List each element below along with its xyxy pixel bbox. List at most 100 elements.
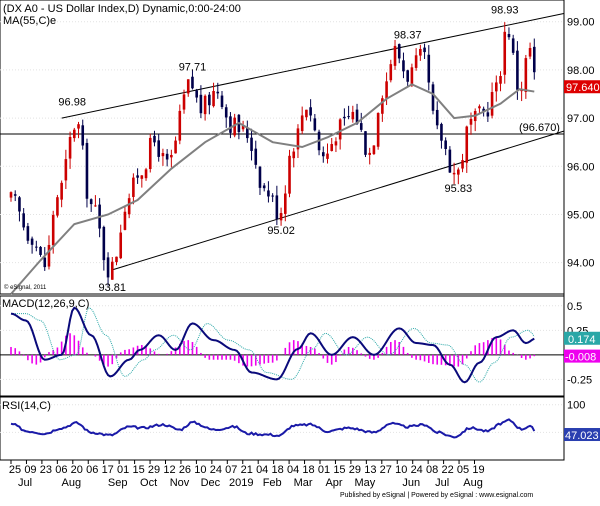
rsi-tick-label: 100: [567, 400, 585, 412]
rsi-gridlines: [0, 404, 564, 433]
price-bar-body: [461, 160, 464, 169]
price-bar-body: [296, 128, 300, 150]
macd-line: [10, 306, 535, 384]
price-bar-body: [89, 199, 93, 205]
macd-signal-line: [11, 307, 535, 383]
price-bar-body: [26, 226, 30, 241]
price-bar-body: [511, 38, 515, 53]
price-bar-body: [229, 116, 232, 133]
price-annotation: 98.93: [491, 5, 519, 17]
price-bar-body: [414, 55, 418, 68]
price-bar-body: [258, 166, 262, 188]
time-tick-label: 05: [457, 464, 469, 476]
channel-lower-line[interactable]: [112, 130, 564, 271]
macd-value-tag: 0.174: [564, 331, 600, 346]
price-bar-body: [178, 110, 182, 141]
price-bar-body: [440, 123, 443, 141]
channel-upper-line[interactable]: [61, 13, 564, 119]
price-bar-body: [39, 246, 42, 255]
price-bar-body: [469, 118, 473, 125]
price-bar-body: [406, 70, 409, 82]
price-bar-body: [68, 136, 72, 159]
price-bar-body: [397, 44, 401, 59]
time-tick-label: 18: [302, 464, 314, 476]
price-bar-body: [528, 48, 532, 57]
price-bar-body: [241, 125, 245, 130]
time-tick-label: 01: [318, 464, 330, 476]
price-bar-body: [136, 175, 139, 178]
time-tick-label: 04: [287, 464, 299, 476]
price-bar-body: [516, 50, 519, 90]
time-tick-label: 07: [225, 464, 237, 476]
time-tick-label: 22: [441, 464, 453, 476]
price-bar-body: [292, 151, 296, 159]
price-bar-body: [507, 33, 511, 38]
price-bar-body: [102, 226, 106, 261]
price-bar-body: [486, 112, 490, 117]
price-bar-body: [465, 126, 469, 163]
price-bar-body: [224, 107, 228, 118]
price-bar-body: [372, 145, 376, 155]
price-bar-body: [271, 195, 274, 197]
price-bar-body: [77, 124, 80, 129]
price-tick-label: 98.00: [567, 65, 595, 77]
price-bar-body: [490, 92, 494, 116]
price-bar-body: [410, 67, 414, 85]
price-bar-body: [478, 106, 481, 109]
price-bar-body: [132, 177, 135, 197]
price-bar-body: [13, 194, 17, 196]
price-bar-body: [81, 125, 85, 146]
price-bar-body: [435, 109, 439, 126]
ma-55-line: [10, 83, 535, 295]
price-bar-body: [520, 89, 523, 92]
time-month-label: Jul: [18, 477, 32, 489]
price-bar-body: [254, 148, 258, 165]
price-bar-body: [355, 109, 359, 124]
price-bar-body: [359, 123, 363, 130]
time-tick-label: 06: [55, 464, 67, 476]
price-bar-body: [22, 213, 25, 228]
price-bar-body: [385, 81, 388, 99]
price-bar-body: [448, 149, 452, 173]
price-bar-body: [364, 131, 367, 155]
price-bar-body: [262, 185, 266, 189]
price-bar-body: [182, 94, 186, 110]
price-bar-body: [300, 115, 304, 132]
price-bar-body: [216, 91, 220, 94]
time-tick-label: 06: [86, 464, 98, 476]
macd-tick-label: -0.25: [567, 374, 592, 386]
price-bar-body: [532, 46, 536, 73]
price-bar-body: [503, 31, 507, 75]
price-bar-body: [495, 82, 498, 92]
price-bar-body: [43, 257, 47, 268]
price-bar-body: [60, 182, 63, 200]
price-annotation: 96.98: [58, 97, 86, 109]
time-tick-label: 19: [472, 464, 484, 476]
price-bar-body: [309, 107, 312, 116]
price-bar-body: [351, 111, 355, 120]
time-month-label: Jun: [402, 477, 420, 489]
time-month-label: Jul: [435, 477, 449, 489]
price-bar-body: [427, 54, 431, 83]
time-tick-label: 29: [349, 464, 361, 476]
price-bar-body: [338, 119, 342, 140]
price-bar-body: [393, 45, 397, 66]
price-bar-body: [419, 48, 422, 56]
time-tick-label: 15: [132, 464, 144, 476]
time-tick-label: 12: [163, 464, 175, 476]
price-bar-body: [115, 256, 118, 263]
time-tick-label: 20: [71, 464, 83, 476]
level-line-label: (96.670): [519, 122, 560, 134]
price-annotation: 95.02: [267, 225, 295, 237]
price-bar-body: [47, 244, 51, 267]
price-bar-body: [51, 214, 55, 246]
price-bar-body: [94, 205, 97, 207]
price-bar-body: [402, 60, 405, 72]
price-annotations: 96.98 97.71 98.37 98.93 93.81 95.02 95.83: [58, 5, 518, 294]
price-bar-body: [18, 197, 21, 212]
price-bar-body: [127, 198, 131, 215]
price-bar-body: [452, 172, 456, 175]
price-bar-body: [161, 153, 165, 157]
price-bar-body: [110, 261, 114, 280]
